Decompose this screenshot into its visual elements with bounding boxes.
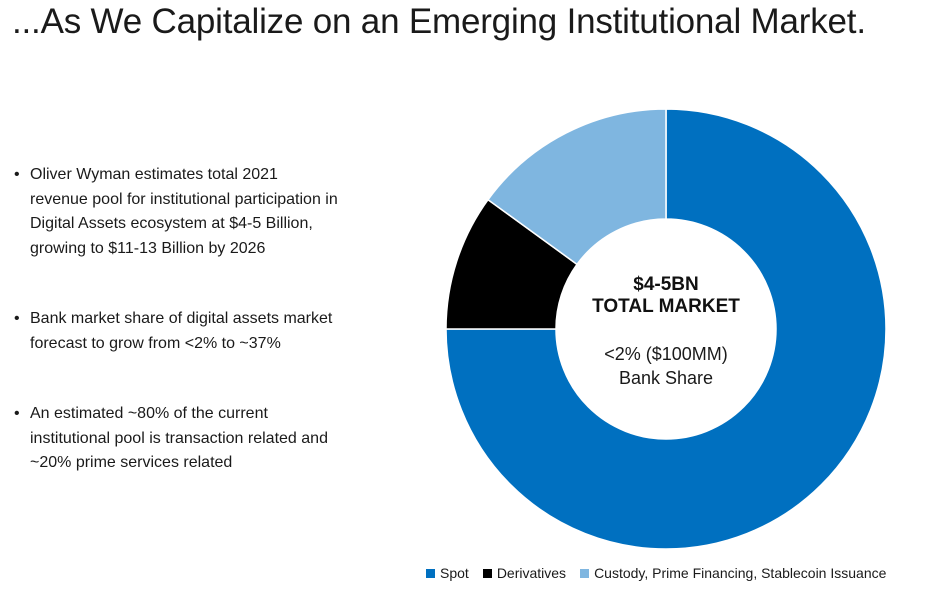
legend-swatch <box>580 568 590 578</box>
center-total-amount: $4-5BN <box>633 274 698 295</box>
legend-swatch <box>482 568 492 578</box>
bullet-item: Bank market share of digital assets mark… <box>10 307 340 356</box>
legend-item-custody: Custody, Prime Financing, Stablecoin Iss… <box>580 565 886 581</box>
page-title: ...As We Capitalize on an Emerging Insti… <box>12 2 866 41</box>
donut-slice-spot <box>445 108 887 550</box>
legend-item-derivatives: Derivatives <box>482 565 567 581</box>
donut-slices <box>445 108 887 550</box>
center-bank-share-value: <2% ($100MM) <box>604 344 728 364</box>
donut-slice-custody <box>486 108 667 266</box>
legend-label: Derivatives <box>496 565 567 581</box>
legend-item-spot: Spot <box>426 565 469 581</box>
bullet-item: An estimated ~80% of the current institu… <box>10 402 340 476</box>
chart-legend: Spot Derivatives Custody, Prime Financin… <box>426 565 886 581</box>
legend-swatch <box>426 568 435 578</box>
legend-label: Custody, Prime Financing, Stablecoin Iss… <box>594 565 887 581</box>
center-total-label: TOTAL MARKET <box>592 296 740 317</box>
center-bank-share-label: Bank Share <box>619 368 713 388</box>
bullet-item: Oliver Wyman estimates total 2021 revenu… <box>10 163 340 261</box>
bullet-list: Oliver Wyman estimates total 2021 revenu… <box>10 163 340 476</box>
legend-label: Spot <box>440 565 469 581</box>
